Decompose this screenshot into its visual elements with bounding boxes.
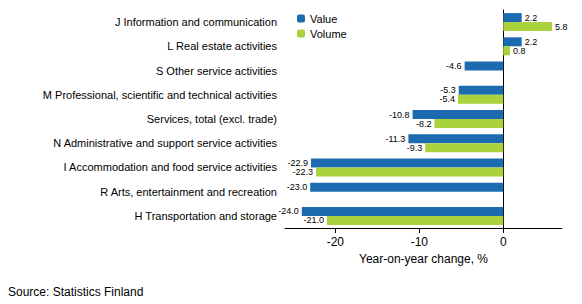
svg-text:Volume: Volume [310,28,347,40]
svg-text:I Accommodation and food servi: I Accommodation and food service activit… [64,161,278,173]
svg-text:-22.3: -22.3 [293,167,314,177]
svg-text:N Administrative and support s: N Administrative and support service act… [53,137,277,149]
svg-text:-24.0: -24.0 [278,206,299,216]
svg-text:2.2: 2.2 [525,37,538,47]
svg-text:Services, total (excl. trade): Services, total (excl. trade) [147,113,277,125]
svg-text:Source: Statistics Finland: Source: Statistics Finland [8,285,143,299]
svg-text:-10.8: -10.8 [389,110,410,120]
svg-text:M Professional, scientific and: M Professional, scientific and technical… [43,89,278,101]
svg-text:J Information and communicatio: J Information and communication [115,16,277,28]
svg-text:5.8: 5.8 [555,22,568,32]
svg-text:Year-on-year change, %: Year-on-year change, % [359,252,488,266]
svg-text:-10: -10 [411,235,429,249]
svg-text:-8.2: -8.2 [416,119,432,129]
svg-text:-4.6: -4.6 [446,61,462,71]
svg-text:0.8: 0.8 [513,46,526,56]
svg-text:-20: -20 [327,235,345,249]
svg-text:H Transportation and storage: H Transportation and storage [135,210,277,222]
svg-text:-11.3: -11.3 [386,134,406,144]
svg-text:S Other service activities: S Other service activities [156,65,278,77]
svg-text:-5.4: -5.4 [439,94,455,104]
svg-text:Value: Value [310,13,337,25]
svg-text:-9.3: -9.3 [407,143,423,153]
svg-text:-5.3: -5.3 [440,85,456,96]
svg-text:L Real estate activities: L Real estate activities [167,40,277,52]
svg-text:-23.0: -23.0 [287,182,308,192]
svg-text:2.2: 2.2 [525,13,538,23]
svg-text:0: 0 [500,235,507,249]
svg-text:R Arts, entertainment and recr: R Arts, entertainment and recreation [100,186,277,198]
svg-text:-22.9: -22.9 [287,157,308,168]
svg-text:-21.0: -21.0 [303,215,324,225]
